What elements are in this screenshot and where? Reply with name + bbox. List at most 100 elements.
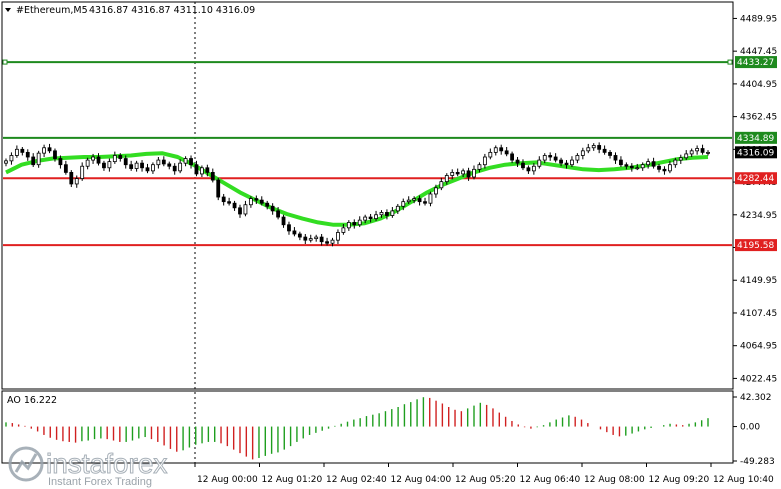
candle-body [161, 159, 166, 165]
ao-tick-label: -49.283 [740, 457, 775, 467]
candle-body [570, 159, 574, 166]
candles-layer [4, 142, 710, 247]
candle-body [200, 167, 204, 175]
current-price-label: 4316.09 [737, 148, 774, 158]
candle-body [352, 222, 357, 226]
candle-body [526, 167, 531, 172]
candle-body [635, 167, 640, 170]
ao-tick-label: 42.302 [740, 393, 772, 403]
candle-body [368, 216, 373, 219]
candle-body [341, 227, 346, 233]
candle-body [297, 233, 302, 238]
candle-body [423, 201, 427, 204]
moving-average-layer [5, 151, 709, 227]
level-price-tag [735, 56, 777, 69]
candle-body [232, 202, 237, 209]
candle-body [395, 205, 400, 212]
candle-body [265, 202, 270, 207]
candle-body [178, 162, 183, 172]
candle-body [69, 171, 74, 185]
candle-body [63, 164, 68, 173]
ao-indicator-label: AO 16.222 [7, 395, 57, 406]
candle-body [31, 156, 36, 166]
candle-body [134, 162, 139, 169]
symbol-label: #Ethereum,M5 [16, 5, 88, 16]
candle-body [319, 236, 324, 243]
candle-body [706, 151, 710, 154]
candle-body [145, 167, 150, 172]
candle-body [259, 199, 264, 204]
candle-body [210, 171, 215, 181]
candle-body [9, 155, 14, 162]
candle-body [140, 162, 144, 169]
candle-body [4, 160, 8, 164]
candle-body [91, 156, 95, 161]
candle-body [20, 148, 25, 153]
candle-body [651, 161, 656, 167]
candle-body [36, 152, 41, 166]
candle-body [227, 201, 232, 204]
candle-body [96, 156, 101, 164]
candle-body [629, 165, 634, 169]
candle-body [151, 164, 155, 172]
candle-body [602, 148, 607, 153]
candle-body [695, 148, 700, 152]
candle-body [270, 205, 275, 212]
candle-body [668, 164, 672, 172]
candle-body [553, 156, 558, 161]
time-tick-label: 12 Aug 00:00 [197, 475, 258, 485]
candle-body [548, 155, 553, 158]
candle-body [597, 145, 602, 150]
time-tick-label: 12 Aug 04:00 [391, 475, 452, 485]
candle-body [455, 171, 460, 175]
candle-body [172, 165, 177, 172]
candle-body [221, 196, 226, 203]
candle-body [510, 153, 514, 161]
candle-body [118, 155, 123, 159]
candle-body [401, 201, 406, 207]
candle-body [107, 161, 112, 169]
price-tick-label: 4404.95 [740, 80, 777, 90]
candle-body [624, 164, 629, 167]
price-tick-label: 4107.45 [740, 309, 777, 319]
candle-body [330, 239, 335, 244]
candle-body [390, 210, 395, 216]
candle-body [102, 162, 106, 169]
ohlc-values: 4316.87 4316.87 4311.10 4316.09 [89, 5, 255, 16]
candle-body [450, 171, 455, 176]
price-tick-label: 4022.45 [740, 374, 777, 384]
price-tick-label: 4234.95 [740, 211, 777, 221]
candle-body [678, 157, 683, 161]
candle-body [308, 238, 313, 241]
candle-body [580, 150, 585, 156]
time-tick-label: 12 Aug 06:40 [520, 475, 581, 485]
candle-body [112, 155, 117, 163]
candle-body [444, 175, 449, 183]
candle-body [80, 165, 85, 179]
candle-body [657, 165, 661, 170]
instaforex-watermark: instaforex Instant Forex Trading [8, 446, 168, 488]
level-anchor-handle[interactable] [727, 59, 733, 65]
candle-body [700, 148, 705, 153]
candle-body [461, 170, 466, 175]
candle-body [238, 207, 242, 215]
candle-body [608, 151, 612, 156]
time-tick-label: 12 Aug 08:00 [584, 475, 645, 485]
level-price-label: 4433.27 [737, 58, 774, 68]
candle-body [156, 159, 161, 166]
candle-body [689, 150, 694, 155]
level-anchor-handle[interactable] [2, 59, 8, 65]
candle-body [129, 164, 134, 169]
candle-body [586, 147, 591, 152]
level-price-label: 4334.89 [737, 134, 774, 144]
price-axis: 4489.954447.454404.954362.454319.954277.… [733, 14, 777, 384]
time-tick-label: 12 Aug 10:40 [713, 475, 774, 485]
candle-body [482, 156, 487, 166]
candle-body [613, 155, 618, 161]
candle-body [499, 147, 504, 152]
horizontal-levels [2, 59, 733, 247]
candle-body [53, 150, 57, 159]
dropdown-arrow-icon[interactable] [5, 8, 11, 12]
